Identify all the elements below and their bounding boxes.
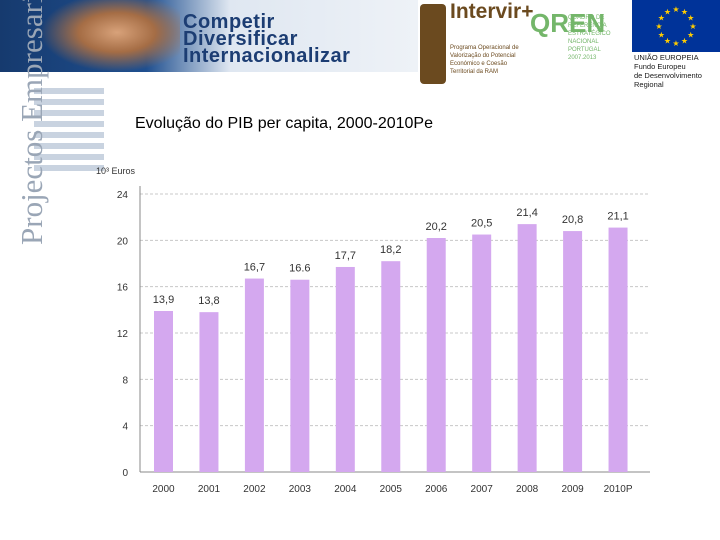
eu-caption: UNIÃO EUROPEIA Fundo Europeu de Desenvol… xyxy=(634,53,702,89)
qren-subtitle: QUADRO DE REFERÊNCIA ESTRATÉGICO NACIONA… xyxy=(568,15,611,61)
eu-caption-line: UNIÃO EUROPEIA xyxy=(634,53,699,62)
bar-chart: 10³ Euros 0 4 8 12 16 20 24 13,9 2000 13,8 2001 16,7… xyxy=(90,157,660,502)
x-tick-label: 2008 xyxy=(516,484,539,495)
intervir-emblem-icon xyxy=(420,4,446,84)
intervir-subtitle: Programa Operacional de Valorização do P… xyxy=(450,45,519,75)
bar xyxy=(381,261,401,472)
x-tick-label: 2004 xyxy=(334,484,357,495)
eu-star-icon: ★ xyxy=(658,31,665,40)
bar xyxy=(244,278,264,472)
data-label: 13,8 xyxy=(198,295,219,307)
y-tick-label: 12 xyxy=(117,329,129,340)
data-label: 13,9 xyxy=(153,294,174,306)
bar xyxy=(426,238,446,472)
eu-star-icon: ★ xyxy=(672,39,679,48)
bar xyxy=(335,266,355,472)
eu-star-icon: ★ xyxy=(687,31,694,40)
header-banner: Competir Diversificar Internacionalizar … xyxy=(0,0,720,92)
bar xyxy=(472,234,492,472)
y-tick-label: 0 xyxy=(122,468,128,479)
eu-star-icon: ★ xyxy=(689,22,696,31)
intervir-title: Intervir+ xyxy=(450,0,534,23)
data-label: 20,2 xyxy=(426,221,447,233)
y-tick-label: 24 xyxy=(117,190,129,201)
qren-mark: QREN xyxy=(530,8,606,38)
x-tick-label: 2006 xyxy=(425,484,448,495)
eu-star-icon: ★ xyxy=(655,22,662,31)
data-label: 18,2 xyxy=(380,244,401,256)
eu-stars-icon: ★ ★★★★★★★★★★★ xyxy=(655,5,696,48)
x-tick-label: 2001 xyxy=(198,484,221,495)
x-tick-label: 2009 xyxy=(561,484,584,495)
tagline-line: Competir xyxy=(183,11,275,33)
data-label: 20,5 xyxy=(471,218,492,230)
eu-star-icon: ★ xyxy=(664,37,671,46)
y-axis-label: 10³ Euros xyxy=(96,166,136,176)
eu-caption-line: Fundo Europeu xyxy=(634,62,686,71)
bar xyxy=(608,227,628,472)
eu-star-icon: ★ xyxy=(687,14,694,23)
eu-flag-icon: ★ ★ ★ ★ ★ ★ ★ ★ ★ ★ ★ ★ xyxy=(632,0,720,52)
sidebar-stripes xyxy=(34,88,104,178)
qren-logo: QREN QUADRO DE REFERÊNCIA ESTRATÉGICO NA… xyxy=(530,8,611,74)
banner-tagline: Competir Diversificar Internacionalizar xyxy=(183,11,351,67)
x-tick-label: 2010P xyxy=(604,484,633,495)
banner-photo xyxy=(0,0,418,72)
intervir-logo: Intervir+ Programa Operacional de Valori… xyxy=(418,0,533,88)
sidebar-decoration: Projectos Empresariais xyxy=(0,0,104,250)
eu-star-icon: ★ xyxy=(681,37,688,46)
data-label: 17,7 xyxy=(335,250,356,262)
data-label: 21,1 xyxy=(607,211,628,223)
tagline-line: Internacionalizar xyxy=(183,45,351,67)
x-tick-label: 2005 xyxy=(380,484,403,495)
bar xyxy=(563,231,583,472)
eu-caption-line: Regional xyxy=(634,80,664,89)
eu-star-icon: ★ xyxy=(672,5,679,14)
eu-star-icon: ★ xyxy=(658,14,665,23)
bar xyxy=(517,224,537,472)
handshake-image xyxy=(40,0,180,72)
x-tick-label: 2000 xyxy=(152,484,175,495)
chart-svg: 10³ Euros 0 4 8 12 16 20 24 13,9 2000 13,8 2001 16,7… xyxy=(96,166,650,495)
bar xyxy=(290,279,310,472)
y-tick-label: 20 xyxy=(117,236,129,247)
y-tick-label: 16 xyxy=(117,283,129,294)
data-label: 16.6 xyxy=(289,263,310,275)
x-tick-label: 2002 xyxy=(243,484,266,495)
eu-star-icon: ★ xyxy=(664,7,671,16)
vertical-section-title: Projectos Empresariais xyxy=(14,0,49,245)
data-label: 21,4 xyxy=(516,207,537,219)
x-tick-label: 2007 xyxy=(471,484,494,495)
bar xyxy=(199,312,219,472)
data-label: 20,8 xyxy=(562,214,583,226)
eu-star-icon: ★ xyxy=(681,7,688,16)
slide-title: Evolução do PIB per capita, 2000-2010Pe xyxy=(135,115,433,132)
x-tick-label: 2003 xyxy=(289,484,312,495)
data-label: 16,7 xyxy=(244,262,265,274)
tagline-line: Diversificar xyxy=(183,28,298,50)
y-tick-label: 4 xyxy=(122,422,128,433)
y-tick-label: 8 xyxy=(122,375,128,386)
bar xyxy=(154,310,173,472)
eu-caption-line: de Desenvolvimento xyxy=(634,71,702,80)
